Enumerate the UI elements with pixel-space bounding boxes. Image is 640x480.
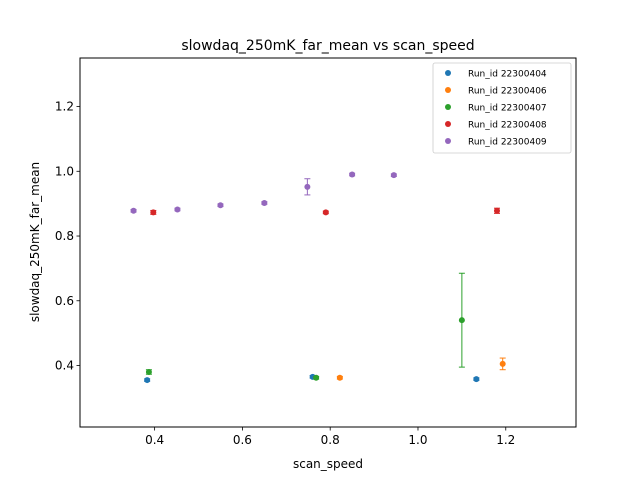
legend-marker: [445, 104, 451, 110]
data-point: [349, 171, 356, 178]
data-point: [144, 377, 151, 384]
legend-entry: Run_id 22300404: [468, 70, 547, 80]
y-tick-label: 1.2: [55, 100, 74, 114]
data-point: [458, 317, 465, 324]
legend-marker: [445, 87, 451, 93]
data-point: [261, 200, 268, 207]
data-point: [336, 374, 343, 381]
legend-entry: Run_id 22300406: [468, 87, 547, 97]
x-axis: 0.4 0.6 0.8 1.0 1.2: [145, 427, 515, 447]
data-point: [473, 376, 480, 383]
legend-marker: [445, 138, 451, 144]
data-point: [150, 209, 157, 216]
y-tick-label: 1.0: [55, 164, 74, 178]
legend-entry: Run_id 22300408: [468, 121, 547, 131]
data-point: [217, 202, 224, 209]
x-tick-label: 1.2: [496, 433, 515, 447]
legend: Run_id 22300404 Run_id 22300406 Run_id 223…: [432, 62, 572, 154]
data-point: [304, 183, 311, 190]
x-tick-label: 1.0: [408, 433, 427, 447]
x-tick-label: 0.6: [233, 433, 252, 447]
legend-marker: [445, 70, 451, 76]
y-axis: 0.4 0.6 0.8 1.0 1.2: [55, 100, 80, 373]
data-point: [390, 172, 397, 179]
legend-box: [432, 62, 572, 154]
legend-entry: Run_id 22300409: [468, 138, 547, 148]
x-axis-label: scan_speed: [293, 457, 363, 471]
data-point: [493, 207, 500, 214]
x-tick-label: 0.8: [321, 433, 340, 447]
y-tick-label: 0.8: [55, 229, 74, 243]
plot-frame: [79, 57, 577, 428]
plot-layer: [130, 171, 506, 384]
data-point: [313, 374, 320, 381]
legend-marker: [445, 121, 451, 127]
data-point: [322, 209, 329, 216]
data-point: [130, 207, 137, 214]
y-tick-label: 0.6: [55, 294, 74, 308]
chart-title: slowdaq_250mK_far_mean vs scan_speed: [181, 38, 474, 54]
y-axis-label: slowdaq_250mK_far_mean: [28, 162, 42, 322]
data-point: [499, 360, 506, 367]
y-tick-label: 0.4: [55, 359, 74, 373]
legend-entry: Run_id 22300407: [468, 104, 547, 114]
x-tick-label: 0.4: [145, 433, 164, 447]
data-point: [145, 368, 152, 375]
data-point: [174, 206, 181, 213]
